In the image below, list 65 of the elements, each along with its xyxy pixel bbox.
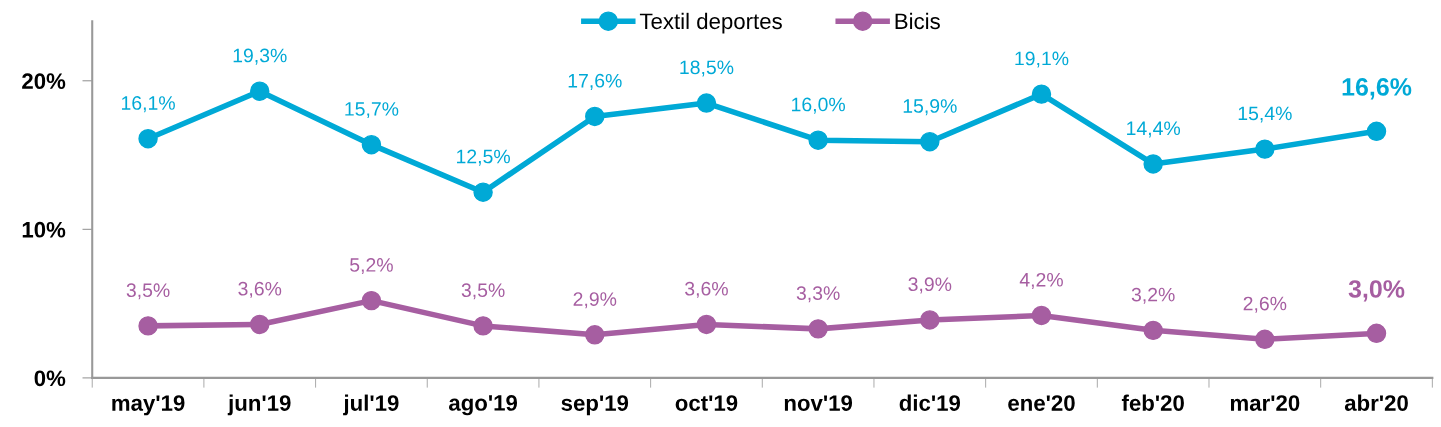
point xyxy=(1031,84,1052,104)
data-label: 15,9% xyxy=(903,99,957,116)
data-label: 3,6% xyxy=(238,281,282,298)
point xyxy=(808,130,828,150)
data-label: 14,4% xyxy=(1127,121,1181,138)
point xyxy=(1143,154,1163,174)
data-label: 4,2% xyxy=(1019,272,1063,289)
x-tick-label: nov'19 xyxy=(784,395,853,411)
x-tick-label: feb'20 xyxy=(1121,394,1184,411)
data-label: 3,6% xyxy=(685,281,728,298)
point xyxy=(250,81,270,101)
x-tick-label: oct'19 xyxy=(675,395,738,411)
point xyxy=(1255,139,1275,159)
data-label: 3,0% xyxy=(1348,280,1405,302)
x-tick-label: mar'20 xyxy=(1230,395,1300,411)
data-label: 19,3% xyxy=(233,48,287,65)
data-label: 17,6% xyxy=(568,73,622,90)
data-label: 3,5% xyxy=(126,283,170,300)
data-label: 19,1% xyxy=(1015,51,1069,68)
point xyxy=(1255,329,1275,349)
x-tick-label: dic'19 xyxy=(899,394,961,411)
data-label: 18,5% xyxy=(680,60,734,77)
data-label: 5,2% xyxy=(350,258,393,275)
y-tick-label: 10% xyxy=(22,221,66,238)
legend-label: Textil deportes xyxy=(639,12,782,34)
data-label: 15,4% xyxy=(1238,106,1292,123)
point xyxy=(585,325,605,345)
data-label: 2,6% xyxy=(1243,296,1287,313)
data-label: 3,2% xyxy=(1131,287,1175,304)
x-tick-label: abr'20 xyxy=(1344,394,1408,411)
point xyxy=(138,128,158,149)
x-tick-label: jul'19 xyxy=(343,394,399,416)
point xyxy=(473,316,493,336)
point xyxy=(1366,323,1387,344)
point xyxy=(1366,121,1387,142)
point xyxy=(361,290,382,311)
x-tick-label: ene'20 xyxy=(1008,395,1075,411)
point xyxy=(585,106,605,127)
data-label: 12,5% xyxy=(457,149,510,166)
point xyxy=(808,319,828,339)
point xyxy=(920,131,940,152)
data-label: 16,1% xyxy=(121,96,175,113)
data-label: 2,9% xyxy=(573,292,617,309)
point xyxy=(1143,320,1163,341)
point xyxy=(920,310,940,330)
point xyxy=(473,182,493,202)
x-tick-label: may'19 xyxy=(112,395,185,416)
x-tick-label: jun'19 xyxy=(227,394,291,416)
data-label: 16,0% xyxy=(792,97,845,114)
legend-label: Bicis xyxy=(895,12,940,30)
data-label: 3,3% xyxy=(796,286,840,303)
data-label: 3,5% xyxy=(461,283,505,300)
point xyxy=(250,314,270,335)
data-label: 15,7% xyxy=(345,102,399,119)
point xyxy=(138,316,158,336)
x-tick-label: sep'19 xyxy=(561,395,629,416)
data-label: 3,9% xyxy=(908,277,952,294)
point xyxy=(696,314,717,335)
y-tick-label: 20% xyxy=(22,73,66,90)
point xyxy=(1031,305,1052,326)
x-tick-label: ago'19 xyxy=(449,395,518,416)
point xyxy=(696,93,717,113)
y-tick-label: 0% xyxy=(34,370,66,387)
point xyxy=(361,134,382,155)
data-label: 16,6% xyxy=(1342,78,1412,100)
